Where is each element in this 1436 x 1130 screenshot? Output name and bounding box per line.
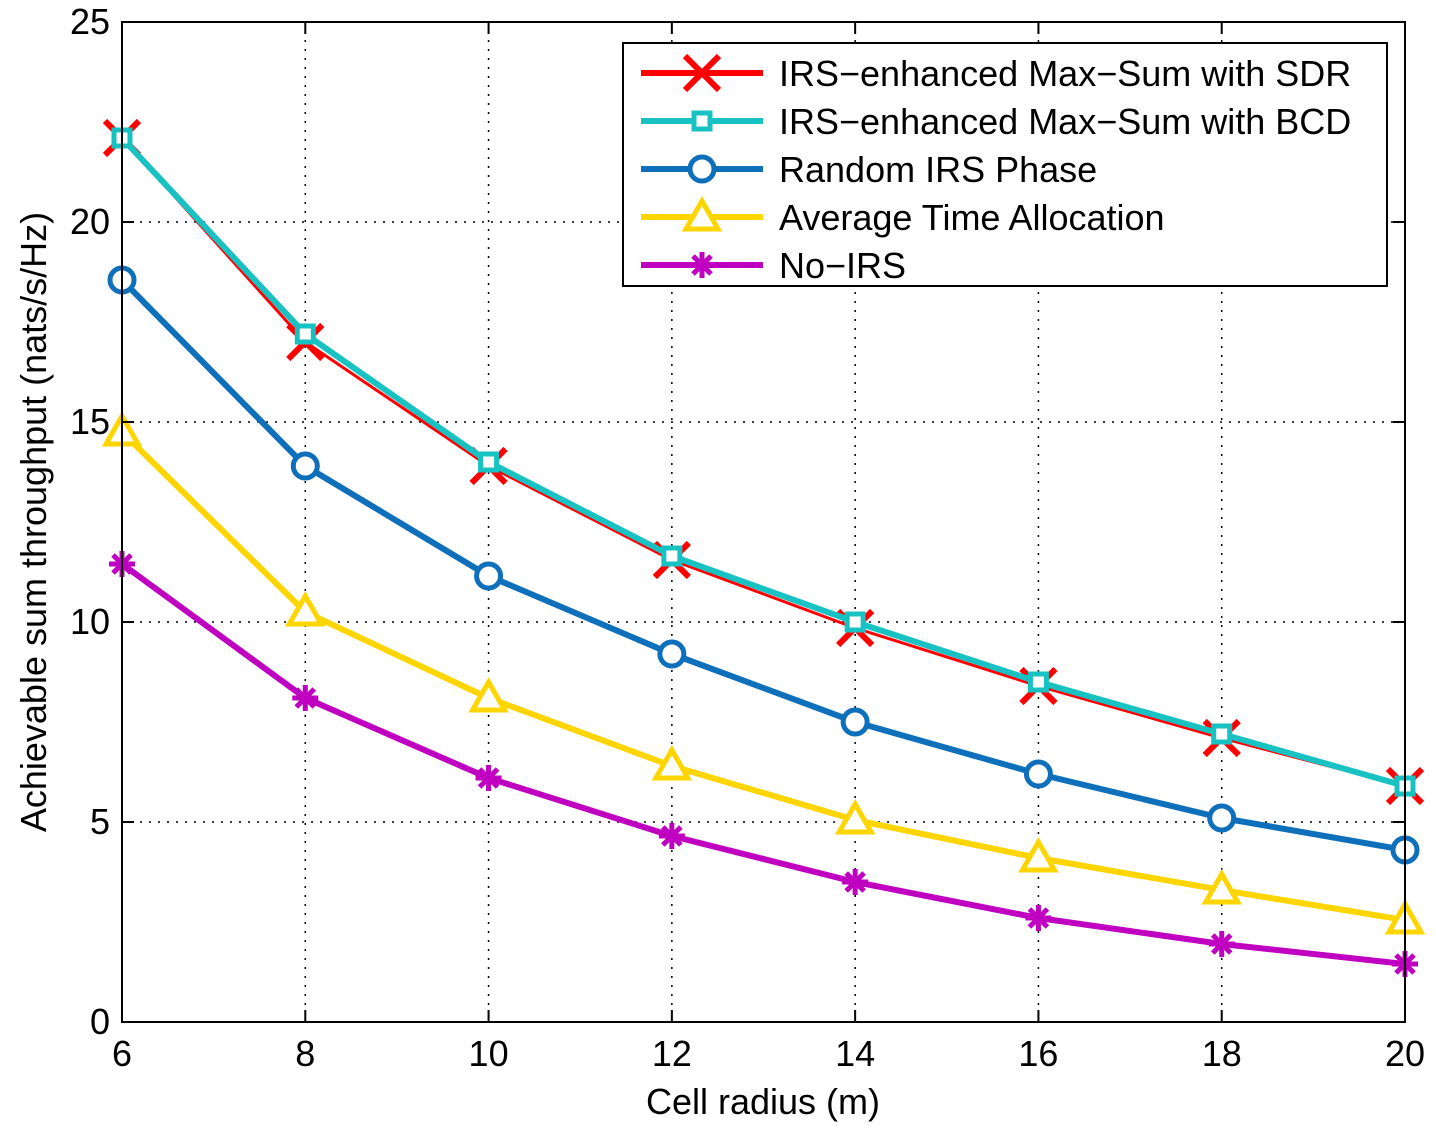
x-tick-label: 10: [469, 1033, 509, 1074]
legend-item: Random IRS Phase: [641, 149, 1097, 190]
series-line: [120, 136, 1406, 788]
asterisk-marker: [1208, 931, 1235, 957]
legend-label: Average Time Allocation: [779, 197, 1165, 238]
y-tick-label: 25: [70, 1, 110, 42]
circle-marker: [657, 639, 687, 669]
square-marker: [691, 110, 713, 132]
axis-ticks: 6 8 10 12 14 16 18 20 0 5 10 15 20 25: [70, 1, 1425, 1074]
triangle-marker: [681, 195, 723, 232]
series-layer: [101, 118, 1426, 977]
triangle-marker: [1018, 836, 1059, 873]
circle-marker: [840, 707, 870, 737]
y-axis-label: Achievable sum throughput (nats/s/Hz): [13, 212, 54, 832]
square-marker: [844, 611, 866, 633]
legend-item: IRS−enhanced Max−Sum with BCD: [641, 101, 1351, 142]
asterisk-marker: [1025, 905, 1052, 931]
triangle-marker: [284, 590, 326, 627]
x-tick-label: 6: [112, 1033, 132, 1074]
y-tick-label: 10: [70, 601, 110, 642]
legend-label: IRS−enhanced Max−Sum with BCD: [779, 101, 1351, 142]
legend-label: Random IRS Phase: [779, 149, 1097, 190]
x-axis-label: Cell radius (m): [646, 1081, 880, 1122]
square-marker: [478, 451, 500, 473]
triangle-marker: [1201, 868, 1243, 905]
x-tick-label: 16: [1018, 1033, 1058, 1074]
series-line: [119, 429, 1406, 923]
circle-marker: [290, 451, 320, 481]
legend-item: No−IRS: [641, 245, 906, 286]
circle-marker: [1023, 759, 1053, 789]
legend-item: Average Time Allocation: [641, 195, 1165, 238]
y-tick-label: 15: [70, 401, 110, 442]
legend-label: No−IRS: [779, 245, 906, 286]
circle-marker: [474, 561, 504, 591]
square-marker: [294, 323, 316, 345]
square-marker: [661, 545, 683, 567]
asterisk-marker: [292, 685, 319, 711]
x-tick-label: 14: [835, 1033, 875, 1074]
series-3: [107, 265, 1420, 865]
x-tick-label: 12: [652, 1033, 692, 1074]
triangle-marker: [468, 676, 509, 713]
circle-marker: [687, 154, 717, 184]
circle-marker: [1207, 803, 1237, 833]
asterisk-marker: [658, 823, 685, 849]
x-tick-label: 18: [1202, 1033, 1242, 1074]
legend: IRS−enhanced Max−Sum with SDR IRS−enhance…: [622, 42, 1388, 287]
y-tick-label: 5: [90, 801, 110, 842]
square-marker: [1211, 723, 1233, 745]
series-line: [120, 561, 1406, 967]
legend-item: IRS−enhanced Max−Sum with SDR: [641, 53, 1351, 94]
y-tick-label: 0: [90, 1001, 110, 1042]
x-marker: [682, 53, 722, 93]
triangle-marker: [834, 798, 876, 835]
series-line: [119, 135, 1406, 789]
x-tick-label: 8: [295, 1033, 315, 1074]
asterisk-marker: [842, 869, 869, 895]
square-marker: [1027, 671, 1049, 693]
x-tick-label: 20: [1385, 1033, 1425, 1074]
legend-box: [622, 42, 1388, 287]
triangle-marker: [651, 744, 693, 781]
plot-frame: [121, 21, 1406, 1023]
asterisk-marker: [475, 765, 502, 791]
asterisk-marker: [689, 252, 715, 278]
series-line: [119, 277, 1406, 853]
legend-label: IRS−enhanced Max−Sum with SDR: [779, 53, 1351, 94]
y-tick-label: 20: [70, 201, 110, 242]
